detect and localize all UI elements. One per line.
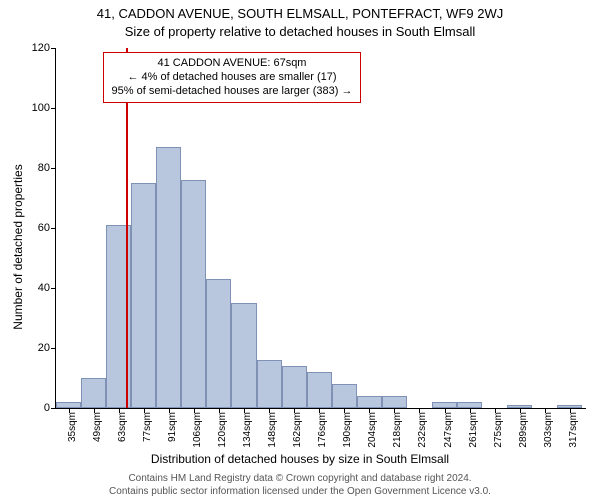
x-tick-label: 218sqm <box>392 376 403 412</box>
footer: Contains HM Land Registry data © Crown c… <box>0 473 600 498</box>
x-tick-label: 35sqm <box>67 382 78 412</box>
y-tick-mark <box>51 168 56 169</box>
x-tick-label: 148sqm <box>267 376 278 412</box>
histogram-bar <box>181 180 206 408</box>
x-tick-label: 204sqm <box>367 376 378 412</box>
x-tick-label: 162sqm <box>292 376 303 412</box>
y-axis-label: Number of detached properties <box>11 147 25 347</box>
x-tick-label: 176sqm <box>317 376 328 412</box>
annotation-box: 41 CADDON AVENUE: 67sqm ← 4% of detached… <box>103 52 362 103</box>
annotation-line1: 41 CADDON AVENUE: 67sqm <box>112 57 353 71</box>
histogram-bar <box>156 147 181 408</box>
histogram-plot: 41 CADDON AVENUE: 67sqm ← 4% of detached… <box>55 48 586 409</box>
y-tick-mark <box>51 228 56 229</box>
x-tick-label: 49sqm <box>92 382 103 412</box>
x-tick-label: 303sqm <box>543 376 554 412</box>
x-tick-label: 63sqm <box>117 382 128 412</box>
x-tick-label: 232sqm <box>417 376 428 412</box>
footer-line1: Contains HM Land Registry data © Crown c… <box>0 473 600 486</box>
x-tick-label: 289sqm <box>518 376 529 412</box>
x-tick-label: 77sqm <box>142 382 153 412</box>
x-tick-label: 261sqm <box>468 376 479 412</box>
page-title-line1: 41, CADDON AVENUE, SOUTH ELMSALL, PONTEF… <box>0 6 600 21</box>
x-tick-label: 91sqm <box>167 382 178 412</box>
annotation-line3: 95% of semi-detached houses are larger (… <box>112 85 353 99</box>
page-title-line2: Size of property relative to detached ho… <box>0 24 600 39</box>
x-tick-label: 275sqm <box>493 376 504 412</box>
y-tick-mark <box>51 288 56 289</box>
y-tick-mark <box>51 48 56 49</box>
annotation-line2: ← 4% of detached houses are smaller (17) <box>112 71 353 85</box>
x-tick-label: 190sqm <box>342 376 353 412</box>
x-tick-label: 134sqm <box>242 376 253 412</box>
histogram-bar <box>131 183 156 408</box>
footer-line3: Contains public sector information licen… <box>0 486 600 499</box>
x-tick-label: 120sqm <box>217 376 228 412</box>
x-axis-label: Distribution of detached houses by size … <box>0 452 600 466</box>
y-tick-mark <box>51 348 56 349</box>
x-tick-label: 247sqm <box>443 376 454 412</box>
y-tick-mark <box>51 408 56 409</box>
y-tick-mark <box>51 108 56 109</box>
x-tick-label: 317sqm <box>568 376 579 412</box>
x-tick-label: 106sqm <box>192 376 203 412</box>
